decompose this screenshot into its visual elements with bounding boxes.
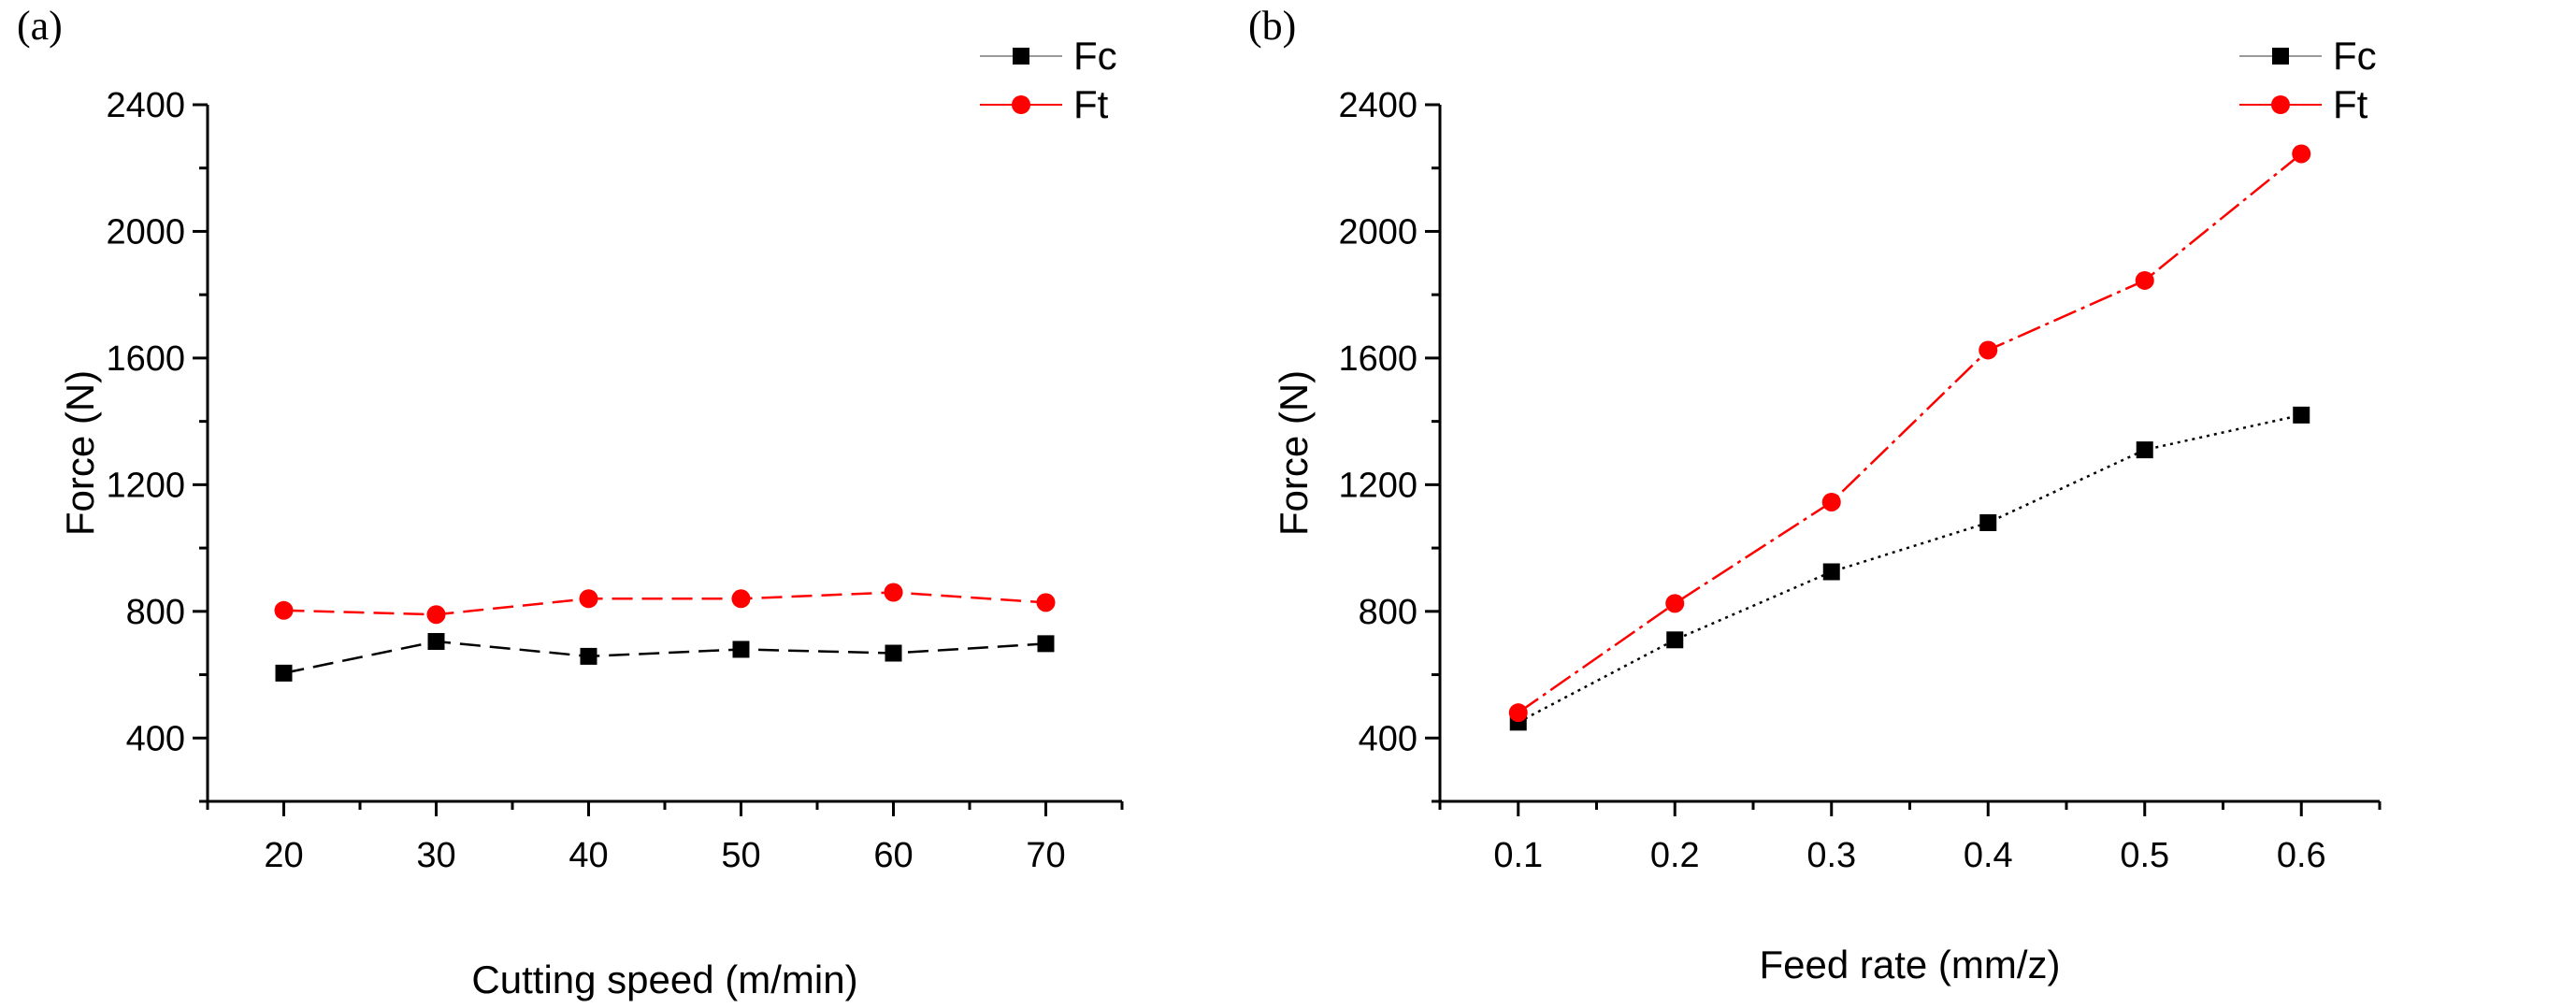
- legend-label-fc: Fc: [1073, 34, 1117, 78]
- x-tick-label: 0.6: [2277, 836, 2326, 875]
- x-tick-label: 40: [568, 836, 608, 875]
- y-tick-label: 2400: [1338, 86, 1418, 125]
- data-point-fc: [732, 641, 750, 658]
- data-point-fc: [2293, 406, 2310, 424]
- y-tick-label: 1200: [1338, 466, 1418, 505]
- x-tick-label: 60: [873, 836, 913, 875]
- x-axis-title: Feed rate (mm/z): [1759, 943, 2060, 986]
- data-point-ft: [1508, 703, 1528, 723]
- x-tick-label: 20: [264, 836, 303, 875]
- y-tick-label: 1200: [106, 466, 185, 505]
- data-point-fc: [1822, 563, 1840, 581]
- series-line-fc: [283, 640, 1046, 675]
- x-tick-label: 0.2: [1650, 836, 1700, 875]
- data-point-fc: [885, 644, 902, 662]
- data-point-ft: [274, 600, 294, 620]
- y-tick-label: 800: [1359, 593, 1418, 632]
- y-tick-label: 800: [126, 593, 185, 632]
- data-point-ft: [1821, 492, 1841, 511]
- chart-panel-b: (b) 400 800 1200 1600 2000 2400 0.1 0.2 0.3 0.4 0.5…: [1248, 3, 2382, 986]
- x-tick-label: 0.1: [1493, 836, 1543, 875]
- y-tick-label: 2400: [106, 86, 185, 125]
- legend-marker-ft: [2271, 95, 2290, 114]
- y-tick-label: 2000: [1338, 212, 1418, 252]
- x-tick-label: 0.3: [1806, 836, 1856, 875]
- x-axis-title: Cutting speed (m/min): [471, 958, 857, 1001]
- data-point-fc: [1666, 631, 1684, 649]
- y-axis-title: Force (N): [58, 370, 102, 536]
- y-tick-label: 400: [1359, 719, 1418, 758]
- data-point-ft: [731, 589, 751, 609]
- y-axis-title: Force (N): [1272, 370, 1316, 536]
- x-tick-label: 0.4: [1964, 836, 2013, 875]
- data-point-fc: [275, 664, 293, 682]
- data-point-ft: [579, 589, 598, 609]
- legend-label-fc: Fc: [2333, 34, 2377, 78]
- data-point-ft: [1036, 593, 1056, 612]
- panel-label: (b): [1248, 3, 1296, 49]
- y-tick-label: 2000: [106, 212, 185, 252]
- x-tick-label: 30: [416, 836, 455, 875]
- x-tick-label: 70: [1026, 836, 1065, 875]
- data-point-fc: [2136, 441, 2153, 459]
- series-line-ft: [1518, 152, 2303, 714]
- series-line-ft: [283, 591, 1046, 616]
- data-point-fc: [1037, 635, 1055, 653]
- data-point-ft: [1979, 340, 1998, 360]
- panel-label: (a): [17, 3, 63, 49]
- data-point-ft: [2135, 270, 2154, 290]
- legend-label-ft: Ft: [2333, 82, 2368, 126]
- legend-marker-ft: [1012, 95, 1030, 114]
- x-tick-label: 0.5: [2120, 836, 2169, 875]
- y-tick-label: 1600: [1338, 339, 1418, 379]
- data-point-fc: [427, 632, 445, 650]
- data-point-ft: [884, 583, 903, 602]
- data-point-ft: [426, 605, 446, 625]
- data-point-fc: [1979, 514, 1997, 531]
- x-tick-label: 50: [721, 836, 760, 875]
- y-tick-label: 1600: [106, 339, 185, 379]
- chart-panel-a: (a) 400 800 1200 1600 2000 2400 20 30 40 50 60 70 Cut…: [17, 3, 1124, 1001]
- data-point-ft: [1665, 594, 1685, 613]
- y-tick-label: 400: [126, 719, 185, 758]
- data-point-fc: [580, 647, 597, 665]
- series-line-fc: [1518, 413, 2302, 724]
- legend-marker-fc: [2272, 48, 2289, 65]
- legend-label-ft: Ft: [1073, 82, 1109, 126]
- data-point-ft: [2292, 144, 2311, 164]
- legend-marker-fc: [1013, 48, 1029, 65]
